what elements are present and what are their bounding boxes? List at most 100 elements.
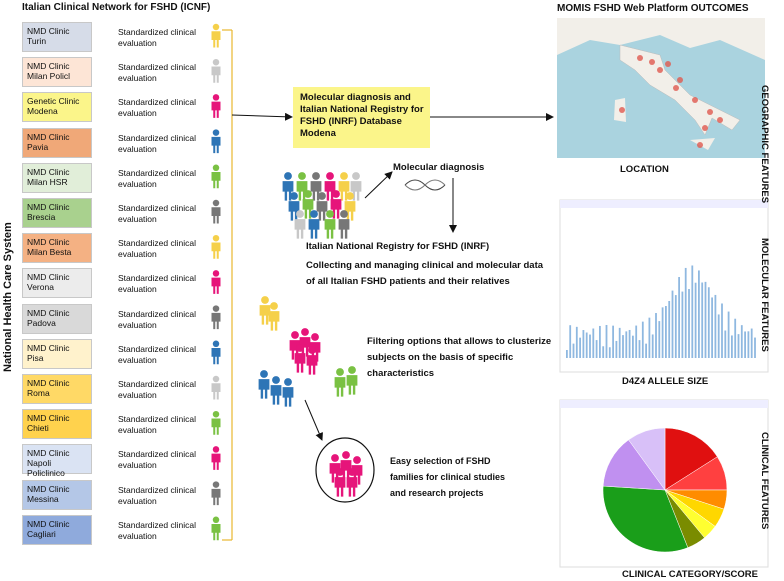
person-head bbox=[304, 190, 312, 198]
clinic-box: NMD Clinic Pisa bbox=[22, 338, 92, 369]
person-body bbox=[211, 418, 221, 435]
person-body bbox=[211, 383, 221, 400]
person-icon bbox=[259, 296, 271, 325]
person-head bbox=[212, 164, 220, 172]
outcomes-title: MOMIS FSHD Web Platform OUTCOMES bbox=[557, 3, 749, 14]
clinic-box: NMD Clinic Turin bbox=[22, 22, 92, 52]
person-head bbox=[326, 210, 334, 218]
person-icon bbox=[282, 378, 294, 407]
thumbnail-bar bbox=[612, 325, 614, 358]
thumbnail-slice bbox=[628, 427, 666, 491]
person-icon bbox=[211, 305, 221, 330]
person-head bbox=[212, 375, 220, 383]
thumbnail-bar bbox=[608, 347, 611, 358]
person-head bbox=[312, 172, 320, 180]
person-head bbox=[212, 305, 220, 312]
thumbnail-bar bbox=[651, 334, 654, 358]
clinical-chart-toolbar bbox=[560, 400, 768, 408]
thumbnail-bar bbox=[566, 350, 568, 358]
person-head bbox=[298, 172, 306, 180]
person-body bbox=[211, 66, 221, 83]
location-label: LOCATION bbox=[620, 164, 669, 175]
person-icon bbox=[270, 376, 282, 405]
person-body bbox=[282, 387, 294, 407]
clinic-box: Genetic Clinic Modena bbox=[22, 92, 92, 123]
person-head bbox=[348, 366, 356, 374]
map-dot bbox=[702, 125, 708, 131]
arrow bbox=[231, 112, 293, 121]
thumbnail-bar bbox=[750, 328, 753, 358]
thumbnail-slice bbox=[602, 439, 666, 491]
clinic-evaluation: Standardized clinical evaluation bbox=[118, 484, 196, 506]
molecular-diagnosis: Molecular diagnosis bbox=[393, 162, 485, 173]
person-head bbox=[311, 333, 319, 341]
allele-label: D4Z4 ALLELE SIZE bbox=[622, 376, 709, 387]
clinical-label: CLINICAL CATEGORY/SCORE bbox=[622, 569, 758, 580]
person-body bbox=[334, 377, 346, 397]
person-head bbox=[284, 378, 292, 386]
thumbnail-bar bbox=[754, 337, 756, 358]
registry-title: Italian National Registry for FSHD (INRF… bbox=[306, 241, 490, 252]
person-head bbox=[212, 516, 220, 524]
map-dot bbox=[717, 117, 723, 123]
allele-chart bbox=[559, 199, 769, 373]
person-body bbox=[211, 524, 221, 541]
person-body bbox=[346, 375, 358, 395]
person-icon bbox=[334, 468, 346, 497]
person-head bbox=[212, 23, 220, 31]
thumbnail-bar bbox=[717, 314, 720, 358]
person-icon bbox=[211, 164, 221, 189]
molecular-features: MOLECULAR FEATURES bbox=[759, 238, 770, 352]
thumbnail-bar bbox=[707, 287, 710, 358]
person-body bbox=[211, 277, 221, 294]
clinic-evaluation: Standardized clinical evaluation bbox=[118, 308, 196, 330]
selection-text: Easy selection of FSHD families for clin… bbox=[390, 456, 506, 498]
person-head bbox=[296, 344, 304, 352]
clinic-evaluation: Standardized clinical evaluation bbox=[118, 414, 196, 436]
clinic-evaluation: Standardized clinical evaluation bbox=[118, 97, 196, 119]
person-head bbox=[301, 328, 309, 336]
dna bbox=[404, 179, 446, 191]
database-box-text: Molecular diagnosis and Italian National… bbox=[300, 92, 424, 139]
person-icon bbox=[258, 370, 270, 399]
person-icon bbox=[211, 516, 221, 541]
database-box bbox=[293, 87, 430, 148]
side-label: National Health Care System bbox=[2, 222, 14, 372]
person-body bbox=[268, 311, 280, 331]
clinic-evaluation: Standardized clinical evaluation bbox=[118, 62, 196, 84]
clinic-evaluation: Standardized clinical evaluation bbox=[118, 273, 196, 295]
person-icon bbox=[346, 366, 358, 395]
thumbnail-bar bbox=[734, 318, 737, 358]
person-head bbox=[326, 172, 334, 180]
person-body bbox=[211, 101, 221, 118]
person-head bbox=[212, 340, 220, 348]
person-head bbox=[212, 58, 220, 66]
person-icon bbox=[268, 302, 280, 331]
thumbnail-bar bbox=[727, 311, 730, 358]
person-icon bbox=[338, 210, 350, 239]
map-dot bbox=[637, 55, 643, 61]
thumbnail-bar bbox=[645, 343, 647, 358]
person-body bbox=[258, 379, 270, 399]
person-body bbox=[316, 201, 328, 221]
person-body bbox=[211, 453, 221, 470]
thumbnail-bar bbox=[714, 294, 717, 358]
person-icon bbox=[211, 446, 221, 470]
thumbnail-bar bbox=[632, 335, 634, 358]
person-body bbox=[211, 31, 221, 48]
clinic-box: NMD Clinic Brescia bbox=[22, 198, 92, 228]
person-icon bbox=[211, 270, 221, 294]
person-icon bbox=[316, 192, 328, 221]
thumbnail-bar bbox=[622, 335, 624, 358]
arrow bbox=[364, 171, 393, 199]
thumbnail-bar bbox=[711, 297, 713, 358]
clinic-evaluation: Standardized clinical evaluation bbox=[118, 379, 196, 400]
person-head bbox=[212, 94, 220, 101]
person-body bbox=[334, 477, 346, 497]
person-icon bbox=[324, 210, 336, 239]
clinic-box: NMD Clinic Roma bbox=[22, 374, 92, 404]
thumbnail-bar bbox=[744, 331, 746, 358]
person-head bbox=[336, 368, 344, 376]
person-body bbox=[346, 477, 358, 497]
person-body bbox=[340, 460, 352, 480]
